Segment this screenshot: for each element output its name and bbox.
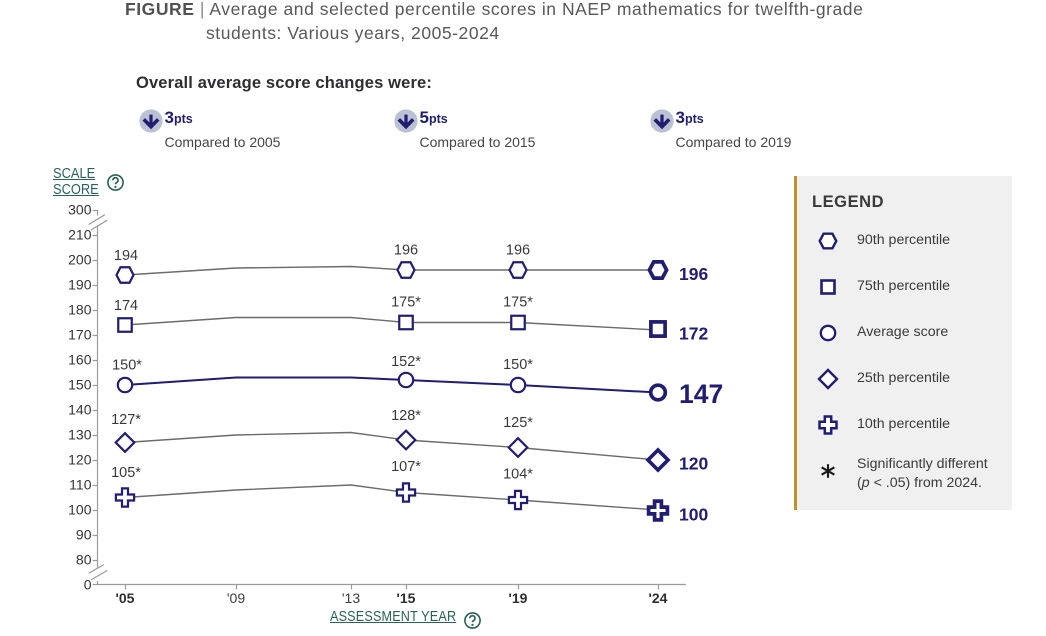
svg-text:175*: 175* [503, 294, 533, 310]
svg-text:104*: 104* [503, 467, 533, 483]
svg-text:196: 196 [506, 243, 530, 259]
svg-text:130: 130 [68, 427, 92, 443]
svg-text:105*: 105* [111, 465, 141, 481]
svg-text:110: 110 [69, 477, 92, 493]
svg-text:'13: '13 [342, 590, 360, 606]
svg-text:194: 194 [114, 248, 138, 264]
svg-text:175*: 175* [391, 294, 421, 310]
svg-text:150: 150 [68, 377, 92, 393]
svg-text:'19: '19 [509, 590, 528, 606]
svg-text:150*: 150* [503, 357, 533, 373]
svg-text:210: 210 [68, 227, 92, 243]
svg-text:100: 100 [679, 505, 708, 525]
svg-text:'24: '24 [649, 590, 668, 606]
svg-text:90: 90 [76, 527, 92, 543]
svg-text:190: 190 [68, 277, 92, 293]
svg-text:107*: 107* [391, 459, 421, 475]
svg-text:200: 200 [68, 252, 92, 268]
svg-text:0: 0 [84, 577, 92, 593]
svg-text:196: 196 [394, 243, 418, 259]
svg-text:152*: 152* [391, 354, 421, 370]
svg-text:'15: '15 [397, 590, 416, 606]
svg-text:170: 170 [68, 327, 92, 343]
svg-text:150*: 150* [112, 358, 142, 374]
svg-text:80: 80 [76, 552, 92, 568]
svg-text:120: 120 [679, 454, 708, 474]
svg-text:174: 174 [114, 298, 138, 314]
svg-text:100: 100 [68, 502, 92, 518]
svg-text:'05: '05 [116, 590, 135, 606]
svg-text:'09: '09 [227, 590, 245, 606]
svg-text:120: 120 [68, 452, 92, 468]
svg-text:140: 140 [68, 402, 92, 418]
svg-text:180: 180 [68, 302, 92, 318]
svg-text:128*: 128* [391, 408, 421, 424]
svg-text:127*: 127* [111, 412, 141, 428]
svg-text:160: 160 [68, 352, 92, 368]
svg-text:300: 300 [68, 202, 92, 218]
svg-text:125*: 125* [503, 415, 533, 431]
svg-text:147: 147 [679, 379, 723, 409]
svg-text:172: 172 [679, 324, 708, 344]
svg-text:196: 196 [679, 264, 708, 284]
